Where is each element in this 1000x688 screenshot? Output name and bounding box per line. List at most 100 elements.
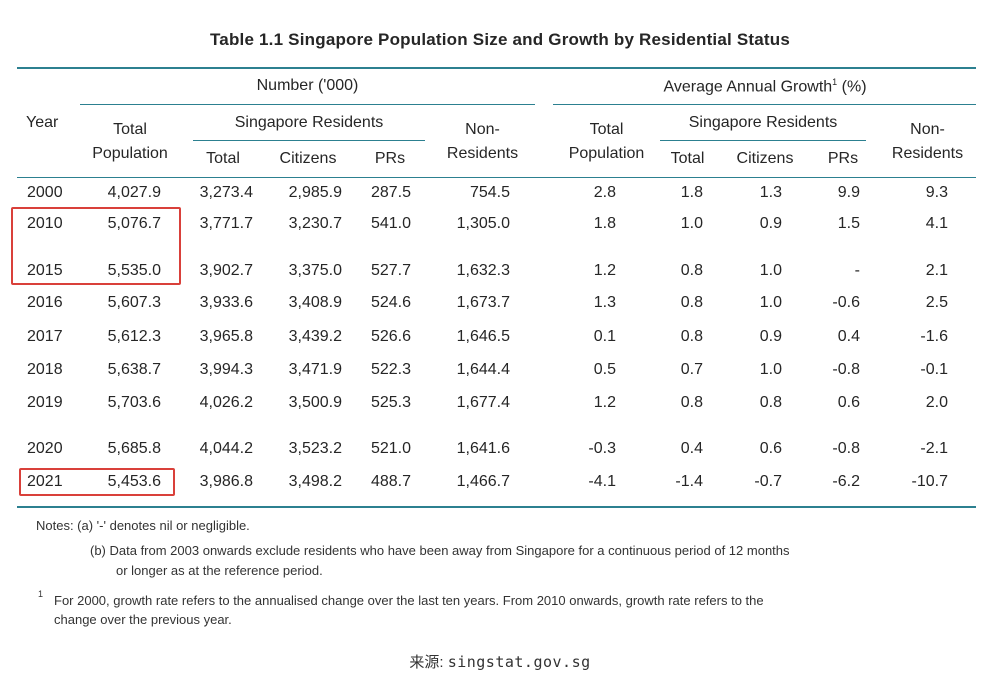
cell-growth-total-population: 1.2	[593, 262, 616, 279]
cell-residents-total: 3,771.7	[199, 215, 253, 232]
cell-non-residents: 1,644.4	[456, 361, 510, 378]
cell-growth-residents-total: 0.8	[680, 328, 703, 345]
cell-residents-total: 3,994.3	[199, 361, 253, 378]
header-bottom-rule	[17, 177, 976, 178]
cell-residents-total: 3,986.8	[199, 473, 253, 490]
cell-growth-non-residents: -10.7	[911, 473, 948, 490]
growth-non-residents-header-line2: Residents	[891, 145, 964, 162]
cell-growth-non-residents: -0.1	[920, 361, 948, 378]
cell-growth-residents-total: 0.8	[680, 294, 703, 311]
cell-prs: 527.7	[370, 262, 411, 279]
cell-growth-prs: 9.9	[837, 184, 860, 201]
cell-year: 2017	[27, 328, 63, 345]
cell-year: 2016	[27, 294, 63, 311]
cell-citizens: 3,439.2	[288, 328, 342, 345]
cell-growth-prs: 0.6	[837, 394, 860, 411]
table-bottom-rule	[17, 506, 976, 508]
cell-growth-non-residents: 2.5	[925, 294, 948, 311]
cell-growth-total-population: -4.1	[588, 473, 616, 490]
cell-non-residents: 1,641.6	[456, 440, 510, 457]
cell-growth-residents-total: 0.8	[680, 394, 703, 411]
number-subgroup-rule	[193, 140, 425, 141]
citizens-header: Citizens	[279, 150, 337, 167]
cell-residents-total: 3,273.4	[199, 184, 253, 201]
growth-unit: (%)	[837, 78, 867, 96]
year-header: Year	[26, 114, 59, 131]
note-b-line1: (b) Data from 2003 onwards exclude resid…	[90, 543, 790, 558]
cell-year: 2018	[27, 361, 63, 378]
cell-residents-total: 4,044.2	[199, 440, 253, 457]
cell-growth-total-population: -0.3	[588, 440, 616, 457]
cell-total-population: 5,638.7	[107, 361, 161, 378]
source-text: singstat.gov.sg	[447, 653, 591, 671]
cell-year: 2015	[27, 262, 63, 279]
cell-growth-total-population: 1.2	[593, 394, 616, 411]
cell-growth-citizens: 1.0	[759, 361, 782, 378]
highlight-box-2010-2015	[11, 207, 181, 285]
cell-prs: 287.5	[370, 184, 411, 201]
growth-prs-header: PRs	[827, 150, 859, 167]
cell-growth-prs: 1.5	[837, 215, 860, 232]
cell-growth-non-residents: -2.1	[920, 440, 948, 457]
source-line: 来源: singstat.gov.sg	[0, 651, 1000, 672]
cell-prs: 526.6	[370, 328, 411, 345]
number-group-rule	[80, 104, 535, 105]
cell-growth-prs: -6.2	[832, 473, 860, 490]
cell-growth-total-population: 0.5	[593, 361, 616, 378]
cell-citizens: 3,498.2	[288, 473, 342, 490]
top-rule	[17, 67, 976, 69]
cell-prs: 488.7	[370, 473, 411, 490]
cell-non-residents: 1,677.4	[456, 394, 510, 411]
cell-prs: 524.6	[370, 294, 411, 311]
cell-total-population: 5,607.3	[107, 294, 161, 311]
growth-total-population-header-line1: Total	[589, 121, 624, 138]
cell-citizens: 3,408.9	[288, 294, 342, 311]
cell-total-population: 5,453.6	[107, 473, 161, 490]
prs-header: PRs	[374, 150, 406, 167]
cell-citizens: 2,985.9	[288, 184, 342, 201]
footnote-mark: 1	[38, 589, 44, 599]
cell-growth-prs: -0.8	[832, 440, 860, 457]
cell-growth-prs: -	[854, 262, 860, 279]
non-residents-header-line2: Residents	[446, 145, 519, 162]
cell-growth-total-population: 2.8	[593, 184, 616, 201]
cell-non-residents: 1,466.7	[456, 473, 510, 490]
cell-growth-residents-total: -1.4	[675, 473, 703, 490]
cell-year: 2010	[27, 215, 63, 232]
cell-citizens: 3,471.9	[288, 361, 342, 378]
cell-year: 2021	[27, 473, 63, 490]
cell-growth-citizens: 0.9	[759, 328, 782, 345]
footnote-line1: For 2000, growth rate refers to the annu…	[54, 593, 764, 608]
total-population-header-line1: Total	[113, 121, 147, 138]
cell-non-residents: 1,632.3	[456, 262, 510, 279]
cell-non-residents: 754.5	[469, 184, 510, 201]
cell-prs: 541.0	[370, 215, 411, 232]
footnote-marker: 1	[832, 77, 838, 87]
cell-prs: 522.3	[370, 361, 411, 378]
cell-citizens: 3,523.2	[288, 440, 342, 457]
cell-growth-prs: 0.4	[837, 328, 860, 345]
cell-prs: 521.0	[370, 440, 411, 457]
cell-year: 2020	[27, 440, 63, 457]
cell-growth-citizens: 0.9	[759, 215, 782, 232]
source-label: 来源:	[409, 654, 444, 671]
cell-growth-total-population: 0.1	[593, 328, 616, 345]
cell-growth-residents-total: 0.4	[680, 440, 703, 457]
growth-group-label: Average Annual Growth	[663, 78, 833, 96]
cell-total-population: 5,612.3	[107, 328, 161, 345]
cell-citizens: 3,230.7	[288, 215, 342, 232]
cell-growth-prs: -0.6	[832, 294, 860, 311]
cell-growth-citizens: 1.3	[759, 184, 782, 201]
footnote-line2: change over the previous year.	[54, 612, 232, 627]
cell-growth-non-residents: -1.6	[920, 328, 948, 345]
cell-year: 2000	[27, 184, 63, 201]
growth-citizens-header: Citizens	[736, 150, 794, 167]
cell-total-population: 4,027.9	[107, 184, 161, 201]
cell-growth-prs: -0.8	[832, 361, 860, 378]
cell-growth-total-population: 1.3	[593, 294, 616, 311]
cell-growth-non-residents: 2.0	[925, 394, 948, 411]
cell-growth-residents-total: 0.8	[680, 262, 703, 279]
number-group-header: Number ('000)	[200, 77, 415, 95]
cell-residents-total: 4,026.2	[199, 394, 253, 411]
cell-growth-residents-total: 1.8	[680, 184, 703, 201]
